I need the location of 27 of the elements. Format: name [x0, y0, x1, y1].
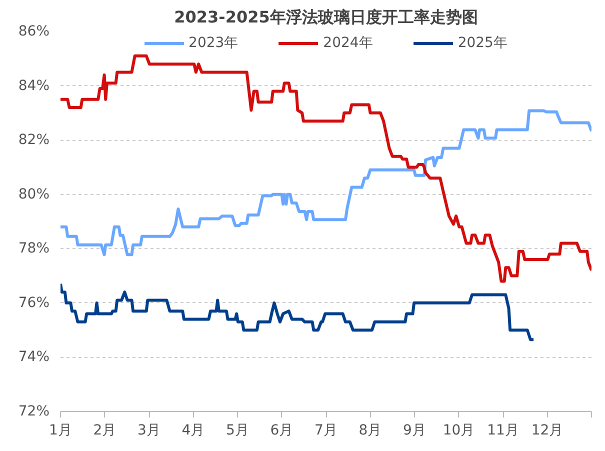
y-tick-label: 78% [18, 240, 50, 257]
legend-label: 2023年 [188, 34, 238, 52]
y-tick-label: 72% [18, 404, 50, 420]
x-tick-label: 5月 [226, 422, 249, 438]
legend-label: 2025年 [458, 34, 508, 52]
x-tick-label: 9月 [403, 422, 426, 438]
y-tick-label: 82% [18, 132, 50, 148]
legend-label: 2024年 [323, 34, 373, 52]
x-tick-label: 3月 [138, 422, 160, 438]
x-tick-label: 12月 [531, 422, 564, 438]
x-tick-label: 10月 [442, 422, 475, 438]
x-tick-label: 7月 [314, 422, 338, 438]
x-tick-label: 6月 [270, 422, 294, 438]
y-tick-label: 80% [18, 186, 50, 202]
line-series [60, 54, 592, 283]
y-tick-label: 74% [18, 349, 50, 366]
chart-title: 2023-2025年浮法玻璃日度开工率走势图 [174, 8, 478, 26]
x-tick-label: 4月 [182, 422, 205, 438]
x-tick-label: 8月 [358, 422, 382, 438]
x-tick-label: 1月 [49, 422, 72, 438]
y-tick-label: 84% [18, 78, 50, 94]
y-tick-label: 86% [18, 24, 50, 40]
y-tick-label: 76% [18, 294, 50, 311]
x-tick-label: 11月 [487, 422, 519, 438]
x-tick-label: 2月 [93, 422, 116, 438]
line-series [60, 282, 536, 342]
line-series [60, 109, 592, 256]
